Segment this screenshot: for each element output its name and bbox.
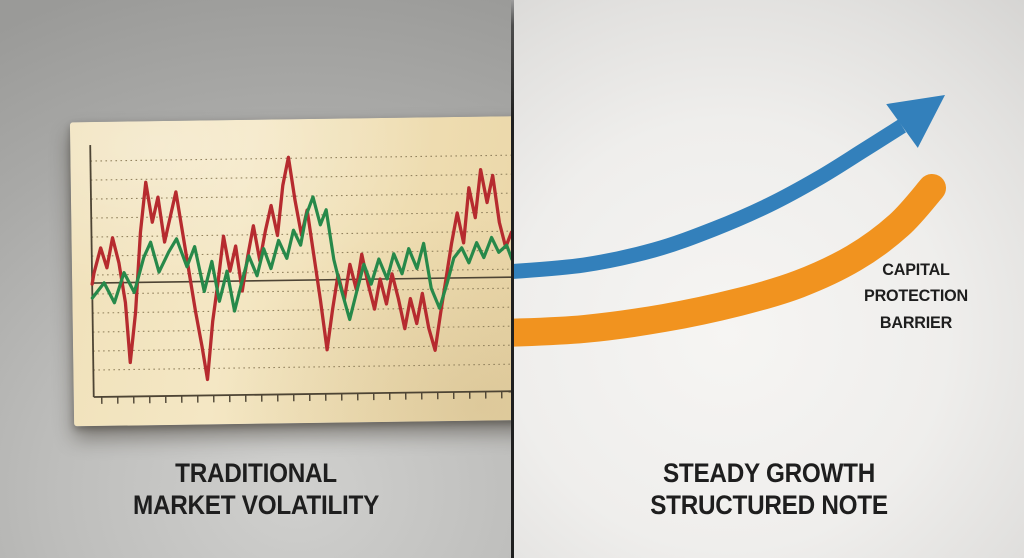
steady-growth-arrow-curve [514, 119, 907, 279]
dotted-gridline [93, 344, 512, 352]
dotted-gridline [91, 211, 512, 219]
dotted-gridline [92, 287, 512, 295]
vintage-chart-paper [69, 115, 512, 427]
volatile-green-line [90, 195, 512, 322]
volatility-chart [89, 145, 512, 404]
left-caption: TRADITIONAL MARKET VOLATILITY [132, 458, 380, 520]
volatile-red-line [90, 155, 512, 382]
divider-line [511, 0, 514, 558]
dotted-gridline [92, 306, 512, 314]
left-panel: TRADITIONAL MARKET VOLATILITY [0, 0, 512, 558]
right-panel: CAPITAL PROTECTION BARRIER STEADY GROWTH… [514, 0, 1024, 558]
chart-midline [92, 275, 512, 284]
dotted-gridline [90, 192, 512, 200]
dotted-gridline [90, 154, 512, 162]
dotted-gridline [90, 173, 512, 181]
y-axis [89, 145, 95, 398]
capital-protection-barrier-curve [514, 174, 946, 347]
growth-arrow-head-icon [886, 95, 945, 148]
x-axis [93, 389, 512, 398]
dotted-gridline [92, 325, 512, 333]
dotted-gridline [92, 268, 512, 276]
right-caption: STEADY GROWTH STRUCTURED NOTE [650, 458, 888, 520]
capital-protection-barrier-label: CAPITAL PROTECTION BARRIER [864, 260, 968, 332]
dotted-gridline [93, 363, 512, 371]
growth-curves-chart [514, 95, 946, 347]
